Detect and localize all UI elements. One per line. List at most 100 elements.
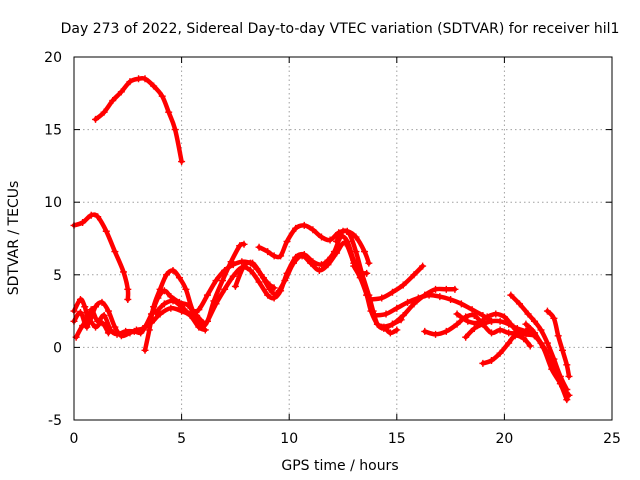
data-point-marker: [515, 300, 523, 308]
data-point-marker: [167, 304, 175, 312]
data-point-marker: [425, 291, 433, 299]
x-tick-label: 5: [177, 431, 186, 447]
data-point-marker: [543, 339, 551, 347]
data-point-marker: [404, 298, 412, 306]
data-point-marker: [399, 281, 407, 289]
data-point-marker: [218, 277, 226, 285]
data-point-marker: [462, 333, 470, 341]
data-point-marker: [104, 329, 112, 337]
data-point-marker: [281, 277, 289, 285]
data-point-marker: [92, 303, 100, 311]
chart-title: Day 273 of 2022, Sidereal Day-to-day VTE…: [61, 21, 620, 37]
data-point-marker: [165, 108, 173, 116]
data-point-marker: [487, 356, 495, 364]
data-point-marker: [76, 295, 84, 303]
data-point-marker: [169, 266, 177, 274]
data-point-marker: [85, 316, 93, 324]
data-point-marker: [156, 285, 164, 293]
data-point-marker: [468, 306, 476, 314]
data-point-marker: [171, 126, 179, 134]
data-point-marker: [92, 323, 100, 331]
data-point-marker: [300, 221, 308, 229]
x-tick-label: 10: [280, 431, 298, 447]
data-point-marker: [87, 306, 95, 314]
data-point-marker: [345, 230, 353, 238]
data-point-marker: [117, 88, 125, 96]
data-point-marker: [414, 294, 422, 302]
y-tick-label: 5: [53, 268, 62, 284]
x-tick-label: 15: [388, 431, 406, 447]
data-point-marker: [246, 266, 254, 274]
data-point-marker: [453, 310, 461, 318]
data-point-marker: [221, 285, 229, 293]
data-point-marker: [505, 329, 513, 337]
data-point-marker: [505, 320, 513, 328]
data-point-marker: [470, 325, 478, 333]
data-point-marker: [326, 236, 334, 244]
data-point-marker: [324, 261, 332, 269]
data-point-marker: [447, 295, 455, 303]
series-line-arc-1: [93, 75, 184, 164]
data-point-marker: [352, 233, 360, 241]
data-point-marker: [298, 252, 306, 260]
data-point-marker: [264, 291, 272, 299]
data-point-marker: [341, 239, 349, 247]
data-point-marker: [386, 329, 394, 337]
data-point-marker: [186, 310, 194, 318]
y-tick-label: 20: [44, 50, 62, 66]
data-point-marker: [436, 293, 444, 301]
data-point-marker: [483, 313, 491, 321]
data-point-marker: [277, 252, 285, 260]
data-point-marker: [442, 327, 450, 335]
data-point-marker: [124, 295, 132, 303]
data-point-marker: [270, 284, 278, 292]
data-point-marker: [500, 313, 508, 321]
data-point-marker: [229, 261, 237, 269]
data-point-marker: [419, 262, 427, 270]
data-point-marker: [333, 249, 341, 257]
data-point-marker: [160, 287, 168, 295]
data-point-marker: [539, 343, 547, 351]
data-point-marker: [160, 300, 168, 308]
data-point-marker: [98, 319, 106, 327]
data-point-marker: [92, 115, 100, 123]
data-point-marker: [479, 320, 487, 328]
data-point-marker: [255, 243, 263, 251]
data-point-marker: [212, 277, 220, 285]
data-point-marker: [229, 272, 237, 280]
data-point-marker: [283, 237, 291, 245]
data-point-marker: [240, 262, 248, 270]
data-point-marker: [197, 322, 205, 330]
data-point-marker: [150, 303, 158, 311]
data-point-marker: [255, 278, 263, 286]
data-point-marker: [565, 391, 573, 399]
data-point-marker: [111, 248, 119, 256]
data-point-marker: [552, 370, 560, 378]
x-axis-label: GPS time / hours: [281, 458, 398, 474]
data-point-marker: [546, 355, 554, 363]
data-point-marker: [141, 323, 149, 331]
data-point-marker: [559, 346, 567, 354]
data-point-marker: [457, 300, 465, 308]
data-point-marker: [272, 290, 280, 298]
data-point-marker: [124, 285, 132, 293]
data-point-marker: [496, 317, 504, 325]
data-point-marker: [203, 317, 211, 325]
data-point-marker: [98, 298, 106, 306]
data-point-marker: [152, 309, 160, 317]
data-point-marker: [388, 288, 396, 296]
data-point-marker: [236, 242, 244, 250]
data-point-marker: [130, 327, 138, 335]
data-point-marker: [158, 92, 166, 100]
data-point-marker: [496, 326, 504, 334]
data-point-marker: [83, 323, 91, 331]
data-point-marker: [496, 349, 504, 357]
data-point-marker: [367, 295, 375, 303]
data-point-marker: [141, 75, 149, 83]
data-point-marker: [378, 323, 386, 331]
x-tick-label: 0: [70, 431, 79, 447]
data-point-marker: [102, 227, 110, 235]
data-point-marker: [100, 108, 108, 116]
data-point-marker: [122, 327, 130, 335]
data-point-marker: [550, 314, 558, 322]
